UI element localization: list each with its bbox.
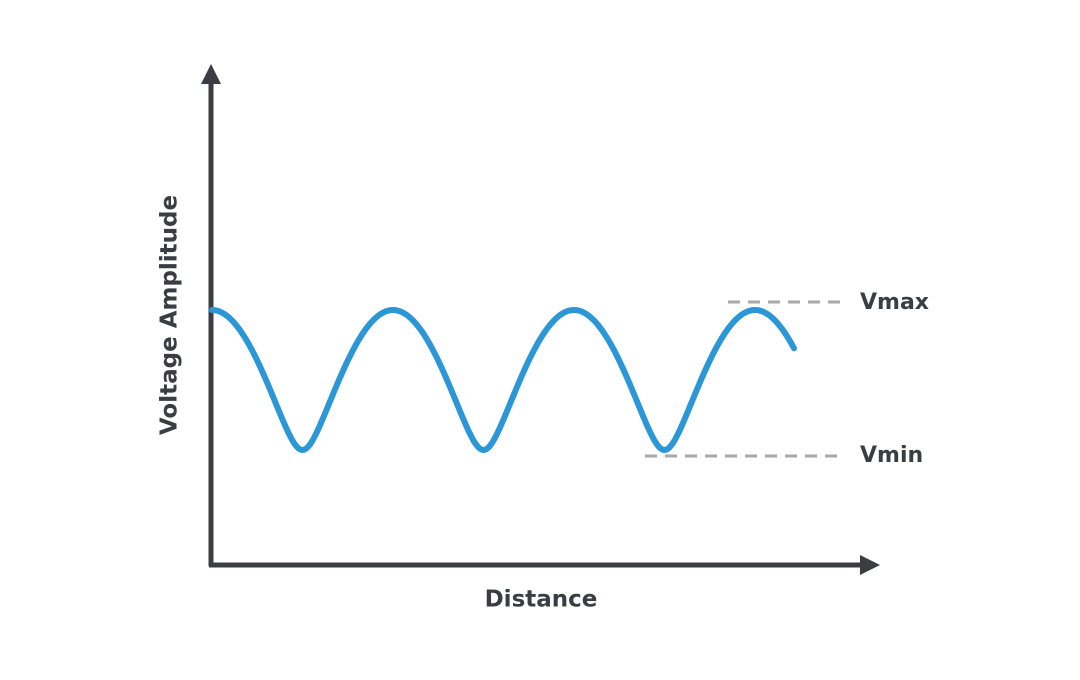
x-axis-arrow (860, 555, 880, 575)
x-axis-label: Distance (485, 587, 598, 613)
standing-wave (209, 307, 797, 453)
y-axis-label: Voltage Amplitude (157, 195, 183, 435)
vmax-label: Vmax (860, 290, 929, 315)
y-axis-arrow (201, 64, 221, 84)
vmin-label: Vmin (860, 443, 923, 468)
